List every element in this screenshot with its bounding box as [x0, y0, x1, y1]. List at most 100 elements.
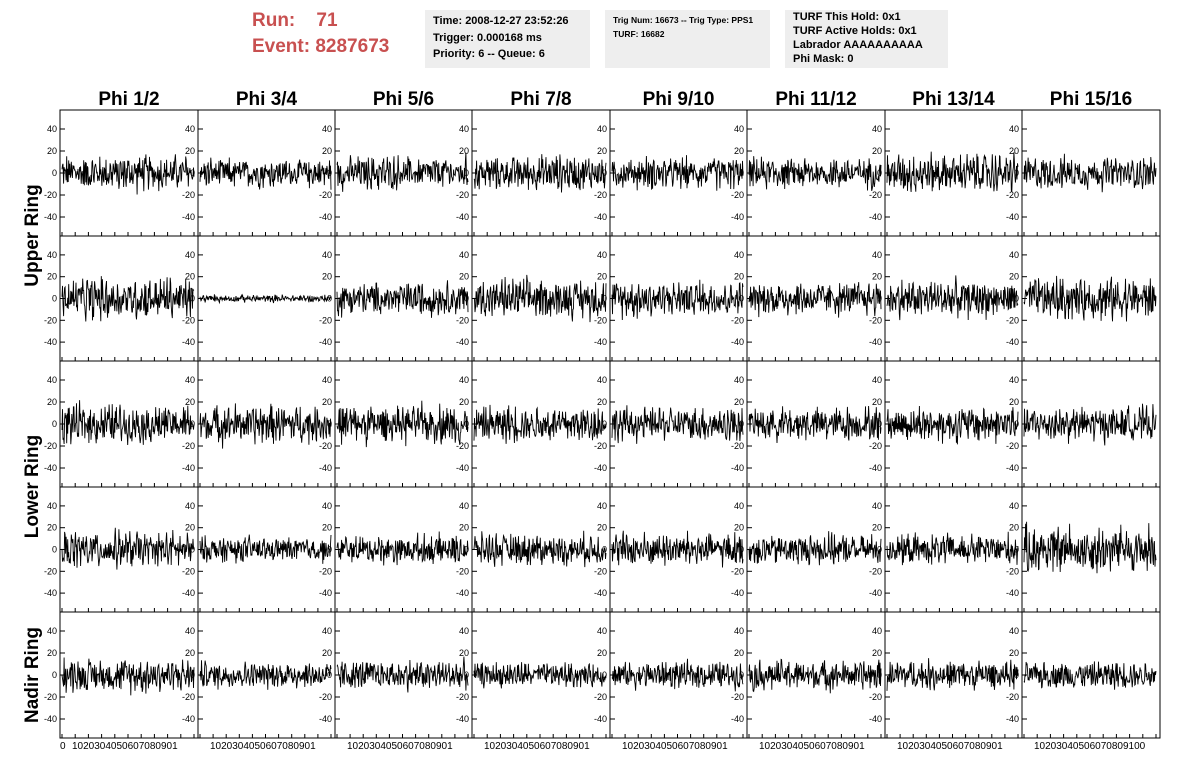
waveform-trace	[473, 530, 607, 568]
y-tick-label: 0	[602, 168, 607, 178]
y-tick-label: -20	[594, 441, 607, 451]
y-tick-label: -20	[456, 566, 469, 576]
y-tick-label: 20	[1009, 648, 1019, 658]
y-tick-label: 0	[602, 670, 607, 680]
y-tick-label: 20	[597, 272, 607, 282]
y-tick-label: 0	[327, 419, 332, 429]
waveform-trace	[886, 405, 1019, 445]
y-tick-label: 20	[734, 648, 744, 658]
y-tick-label: -20	[319, 692, 332, 702]
y-tick-label: -20	[869, 566, 882, 576]
y-tick-label: 40	[1009, 124, 1019, 134]
waveform-trace	[336, 280, 469, 318]
y-tick-label: 0	[739, 545, 744, 555]
y-tick-label: -20	[869, 190, 882, 200]
trig-num-line: Trig Num: 16673 -- Trig Type: PPS1	[613, 15, 754, 25]
y-tick-label: 40	[597, 501, 607, 511]
y-tick-label: -20	[456, 692, 469, 702]
waveform-trace	[1023, 153, 1157, 193]
y-tick-label: 0	[52, 545, 57, 555]
y-tick-label: 0	[602, 294, 607, 304]
y-tick-label: 0	[877, 168, 882, 178]
y-tick-label: 0	[877, 419, 882, 429]
waveform-trace	[611, 405, 744, 444]
y-tick-label: -40	[869, 212, 882, 222]
y-tick-label: 40	[185, 250, 195, 260]
y-tick-label: -20	[182, 566, 195, 576]
waveform-trace	[473, 154, 607, 193]
waveform-trace	[611, 530, 744, 568]
event-label: Event:	[252, 36, 311, 57]
x-tick-label: 10203040506070809100	[1034, 741, 1146, 752]
y-tick-label: 20	[1009, 523, 1019, 533]
y-tick-label: -20	[731, 315, 744, 325]
y-tick-label: -40	[182, 588, 195, 598]
waveform-trace	[61, 657, 195, 696]
y-tick-label: -20	[319, 315, 332, 325]
y-tick-label: 0	[190, 419, 195, 429]
y-tick-label: 0	[464, 294, 469, 304]
y-tick-label: 40	[459, 501, 469, 511]
y-tick-label: 20	[47, 397, 57, 407]
y-tick-label: 20	[1009, 146, 1019, 156]
y-tick-label: 20	[459, 272, 469, 282]
y-tick-label: 40	[734, 124, 744, 134]
y-tick-label: 20	[185, 272, 195, 282]
y-tick-label: -40	[319, 714, 332, 724]
waveform-trace	[886, 531, 1019, 566]
turf-active-line: TURF Active Holds: 0x1	[793, 25, 917, 37]
y-tick-label: -20	[731, 566, 744, 576]
y-tick-label: -20	[1006, 692, 1019, 702]
y-tick-label: -40	[1006, 588, 1019, 598]
waveform-trace	[1023, 275, 1157, 322]
y-tick-label: -20	[456, 190, 469, 200]
waveform-trace	[473, 274, 607, 323]
x-tick-label: 1020304050607080901	[897, 741, 1003, 752]
y-tick-label: 20	[597, 523, 607, 533]
y-tick-label: 40	[734, 250, 744, 260]
y-tick-label: -40	[731, 714, 744, 724]
y-tick-label: 0	[464, 670, 469, 680]
waveform-trace	[1023, 521, 1157, 574]
ring-label: Upper Ring	[22, 184, 43, 286]
ring-label: Nadir Ring	[22, 627, 43, 723]
y-tick-label: 0	[190, 294, 195, 304]
y-tick-label: -20	[594, 566, 607, 576]
time-info-box: Time: 2008-12-27 23:52:26 Trigger: 0.000…	[425, 10, 590, 68]
run-line: Run: 71	[252, 8, 389, 34]
y-tick-label: -40	[319, 337, 332, 347]
y-tick-label: 0	[190, 670, 195, 680]
waveform-trace	[748, 156, 882, 192]
y-tick-label: -40	[44, 463, 57, 473]
y-tick-label: 0	[190, 545, 195, 555]
y-tick-label: 40	[872, 250, 882, 260]
column-heading: Phi 15/16	[1050, 89, 1132, 110]
y-tick-label: 20	[734, 397, 744, 407]
y-tick-label: 40	[1009, 250, 1019, 260]
waveform-trace	[61, 276, 195, 322]
y-tick-label: 0	[327, 294, 332, 304]
y-tick-label: 0	[1014, 419, 1019, 429]
y-tick-label: -20	[1006, 566, 1019, 576]
y-tick-label: 20	[47, 272, 57, 282]
y-tick-label: -20	[456, 315, 469, 325]
y-tick-label: 20	[459, 523, 469, 533]
x-tick-label: 1020304050607080901	[347, 741, 453, 752]
y-tick-label: 20	[872, 648, 882, 658]
waveform-trace	[199, 403, 332, 449]
column-heading: Phi 11/12	[775, 89, 856, 110]
y-tick-label: -20	[869, 441, 882, 451]
y-tick-label: -40	[731, 588, 744, 598]
run-value: 71	[316, 10, 338, 31]
y-tick-label: -20	[869, 315, 882, 325]
y-tick-label: 40	[1009, 375, 1019, 385]
waveform-trace	[748, 658, 882, 694]
x-tick-label: 1020304050607080901	[759, 741, 865, 752]
y-tick-label: 20	[185, 523, 195, 533]
column-heading: Phi 7/8	[510, 89, 571, 110]
y-tick-label: 0	[602, 545, 607, 555]
column-heading: Phi 3/4	[236, 89, 298, 110]
y-tick-label: -40	[869, 337, 882, 347]
phi-mask-line: Phi Mask: 0	[793, 53, 854, 65]
y-tick-label: 40	[185, 626, 195, 636]
